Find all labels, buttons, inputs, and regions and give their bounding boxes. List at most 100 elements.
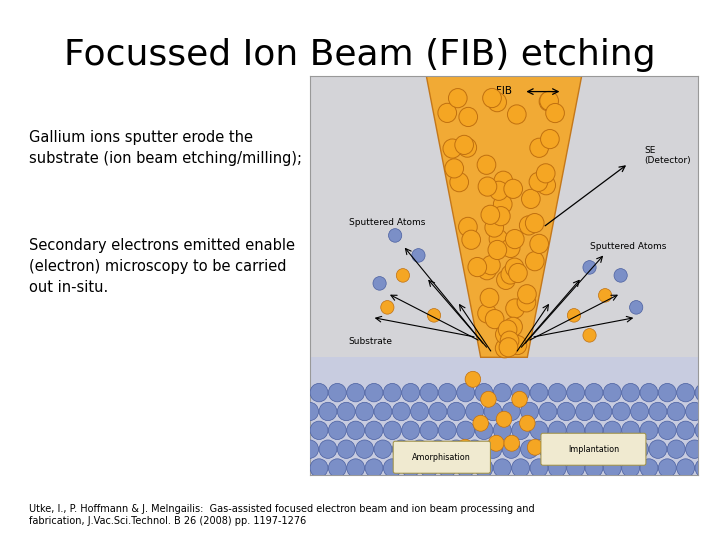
Text: Sputtered Atoms: Sputtered Atoms (590, 242, 667, 252)
Circle shape (338, 440, 355, 458)
Circle shape (520, 415, 535, 431)
Circle shape (365, 383, 383, 402)
Circle shape (310, 459, 328, 477)
Circle shape (455, 136, 474, 154)
Circle shape (347, 383, 364, 402)
Circle shape (667, 440, 685, 458)
Circle shape (536, 164, 555, 183)
Circle shape (475, 421, 493, 440)
Circle shape (649, 440, 667, 458)
Circle shape (527, 439, 543, 455)
Circle shape (365, 459, 383, 477)
Circle shape (492, 207, 510, 226)
Circle shape (508, 335, 527, 355)
Circle shape (658, 383, 676, 402)
Circle shape (526, 252, 544, 271)
Circle shape (557, 440, 575, 458)
Text: SE
(Detector): SE (Detector) (644, 146, 690, 165)
Circle shape (512, 383, 530, 402)
Circle shape (438, 103, 456, 123)
Circle shape (383, 459, 401, 477)
Circle shape (549, 421, 566, 440)
Text: FIB: FIB (496, 85, 512, 96)
Circle shape (392, 440, 410, 458)
Circle shape (319, 402, 337, 421)
Circle shape (475, 383, 493, 402)
Circle shape (402, 383, 420, 402)
Circle shape (521, 440, 539, 458)
Circle shape (530, 138, 549, 157)
Circle shape (429, 402, 447, 421)
Circle shape (677, 459, 695, 477)
Circle shape (494, 171, 513, 190)
Circle shape (695, 383, 713, 402)
Circle shape (420, 421, 438, 440)
Circle shape (530, 383, 548, 402)
Circle shape (498, 320, 517, 339)
Circle shape (475, 459, 493, 477)
Circle shape (512, 459, 530, 477)
Circle shape (310, 421, 328, 440)
Circle shape (512, 392, 527, 407)
Circle shape (501, 265, 520, 284)
Circle shape (640, 383, 658, 402)
Circle shape (445, 159, 464, 178)
Circle shape (501, 238, 520, 258)
Circle shape (695, 459, 713, 477)
Circle shape (459, 107, 477, 126)
Circle shape (529, 172, 548, 192)
Circle shape (381, 301, 394, 314)
Circle shape (497, 271, 516, 289)
Circle shape (567, 383, 585, 402)
Circle shape (468, 258, 487, 276)
Circle shape (667, 402, 685, 421)
Circle shape (695, 421, 713, 440)
Circle shape (410, 440, 428, 458)
Circle shape (456, 421, 474, 440)
Circle shape (585, 459, 603, 477)
Circle shape (328, 383, 346, 402)
Circle shape (456, 459, 474, 477)
Circle shape (658, 421, 676, 440)
Circle shape (503, 440, 520, 458)
Circle shape (383, 421, 401, 440)
Circle shape (621, 383, 639, 402)
Circle shape (482, 255, 500, 275)
Circle shape (465, 372, 481, 387)
Circle shape (594, 440, 612, 458)
Circle shape (493, 421, 511, 440)
Circle shape (500, 331, 519, 350)
Circle shape (481, 392, 496, 407)
Circle shape (629, 301, 643, 314)
Circle shape (603, 421, 621, 440)
Circle shape (420, 383, 438, 402)
Circle shape (517, 293, 536, 312)
Circle shape (477, 304, 496, 323)
Text: Substrate: Substrate (348, 337, 392, 346)
Circle shape (488, 92, 506, 112)
Circle shape (373, 276, 386, 290)
Circle shape (612, 402, 630, 421)
Circle shape (495, 339, 514, 358)
Text: Amorphisation: Amorphisation (413, 453, 471, 462)
Circle shape (603, 383, 621, 402)
Circle shape (449, 89, 467, 108)
Circle shape (575, 440, 593, 458)
Circle shape (356, 440, 374, 458)
Circle shape (484, 440, 502, 458)
FancyBboxPatch shape (393, 441, 490, 473)
Circle shape (477, 155, 496, 174)
Circle shape (512, 421, 530, 440)
Circle shape (493, 383, 511, 402)
Circle shape (485, 309, 504, 329)
Circle shape (301, 440, 318, 458)
Circle shape (557, 402, 575, 421)
Circle shape (508, 105, 526, 124)
Circle shape (365, 421, 383, 440)
Circle shape (519, 216, 538, 235)
Circle shape (505, 258, 524, 277)
Circle shape (493, 459, 511, 477)
Circle shape (530, 459, 548, 477)
Circle shape (438, 459, 456, 477)
Circle shape (374, 402, 392, 421)
